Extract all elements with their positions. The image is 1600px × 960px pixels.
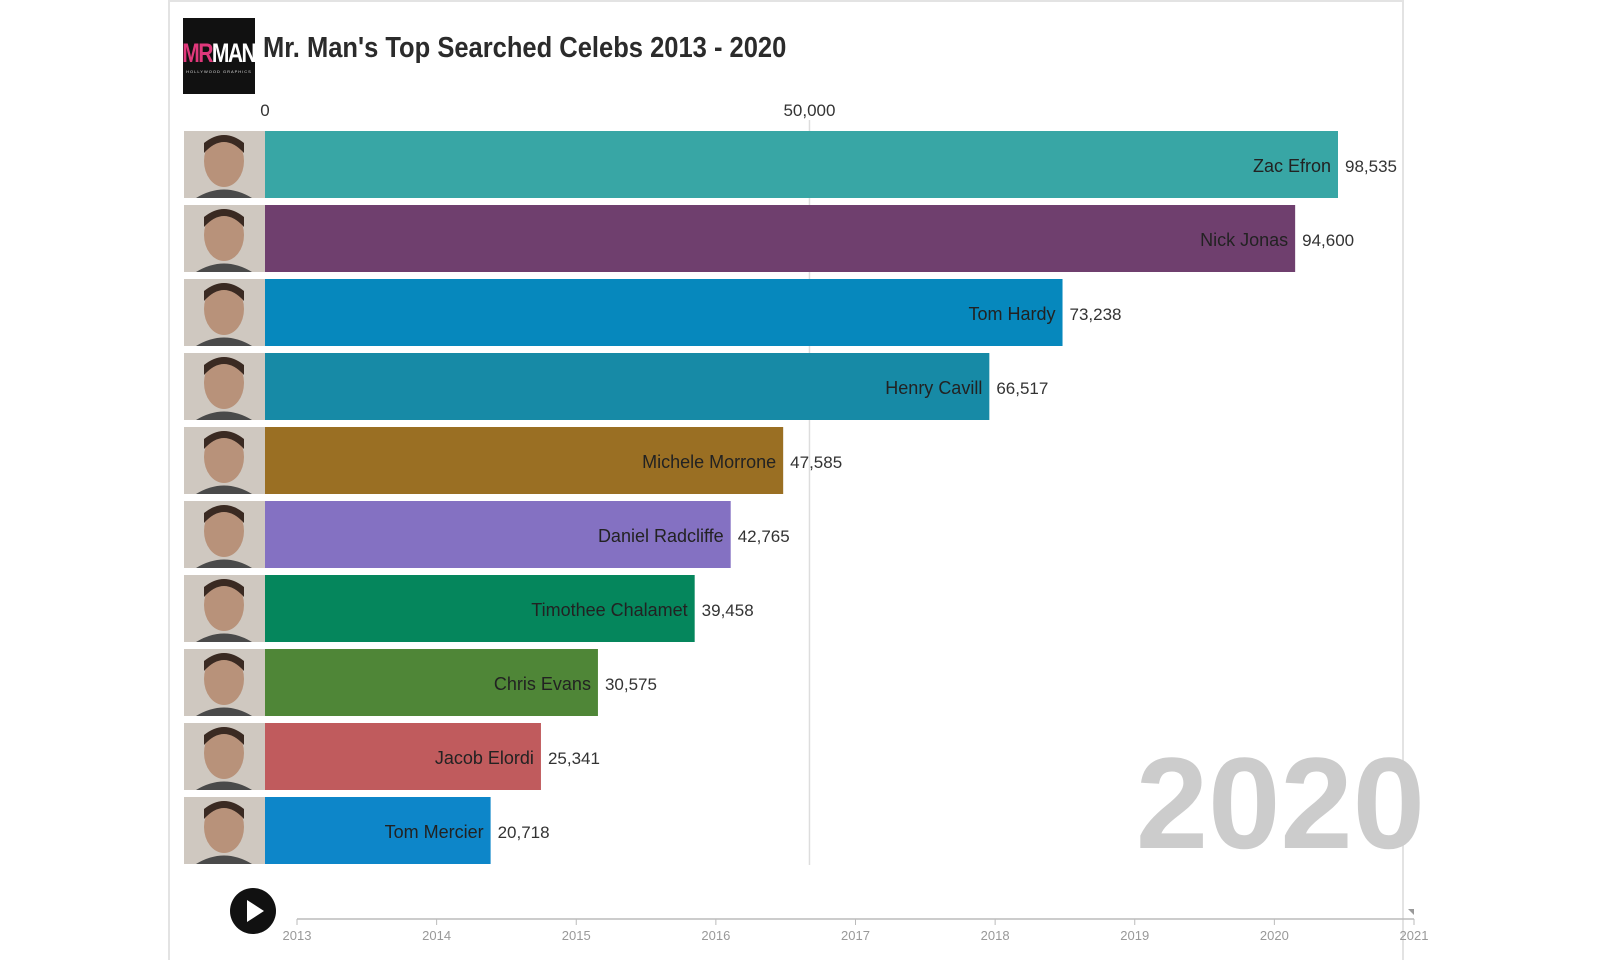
bar-chris-evans (265, 649, 598, 716)
bar-value-label: 42,765 (738, 527, 790, 546)
hair-silhouette (204, 431, 244, 449)
face-silhouette (204, 431, 244, 483)
face-silhouette (204, 579, 244, 631)
bar-nick-jonas (265, 205, 1296, 272)
avatar-8 (184, 723, 266, 790)
shoulders-silhouette (196, 189, 252, 198)
shoulders-silhouette (196, 485, 252, 494)
bar-value-label: 98,535 (1345, 157, 1397, 176)
bar-value-label: 20,718 (498, 823, 550, 842)
avatar-4 (184, 427, 266, 494)
logo-mr: MR (182, 37, 214, 68)
bar-value-label: 25,341 (548, 749, 600, 768)
timeline-year-label: 2021 (1400, 928, 1429, 943)
chart-title: Mr. Man's Top Searched Celebs 2013 - 202… (263, 32, 787, 64)
shoulders-silhouette (196, 559, 252, 568)
timeline-year-label: 2019 (1120, 928, 1149, 943)
avatar-2 (184, 279, 266, 346)
timeline-year-label: 2020 (1260, 928, 1289, 943)
bar-timothee-chalamet (265, 575, 695, 642)
hair-silhouette (204, 357, 244, 375)
bar-name-label: Jacob Elordi (435, 748, 534, 768)
x-tick-label: 0 (260, 101, 269, 120)
face-silhouette (204, 209, 244, 261)
shoulders-silhouette (196, 781, 252, 790)
bar-name-label: Michele Morrone (642, 452, 776, 472)
hair-silhouette (204, 505, 244, 523)
timeline-year-label: 2017 (841, 928, 870, 943)
bar-name-label: Nick Jonas (1200, 230, 1288, 250)
x-tick-label: 50,000 (783, 101, 835, 120)
bar-name-label: Zac Efron (1253, 156, 1331, 176)
shoulders-silhouette (196, 411, 252, 420)
bar-value-label: 47,585 (790, 453, 842, 472)
avatar-7 (184, 649, 266, 716)
timeline-year-label: 2014 (422, 928, 451, 943)
timeline-year-label: 2016 (701, 928, 730, 943)
avatar-3 (184, 353, 266, 420)
timeline-handle[interactable] (1408, 909, 1414, 915)
bar-tom-mercier (265, 797, 491, 864)
shoulders-silhouette (196, 633, 252, 642)
bar-jacob-elordi (265, 723, 541, 790)
bar-name-label: Chris Evans (494, 674, 591, 694)
hair-silhouette (204, 727, 244, 745)
current-year-label: 2020 (1136, 730, 1425, 876)
bar-name-label: Tom Hardy (968, 304, 1055, 324)
avatar-1 (184, 205, 266, 272)
hair-silhouette (204, 209, 244, 227)
bar-name-label: Tom Mercier (385, 822, 484, 842)
face-silhouette (204, 357, 244, 409)
bar-value-label: 39,458 (702, 601, 754, 620)
face-silhouette (204, 727, 244, 779)
face-silhouette (204, 135, 244, 187)
bar-value-label: 73,238 (1070, 305, 1122, 324)
bar-value-label: 66,517 (996, 379, 1048, 398)
logo-subtitle: HOLLYWOOD GRAPHICS (186, 68, 252, 74)
avatar-6 (184, 575, 266, 642)
bar-value-label: 94,600 (1302, 231, 1354, 250)
bar-name-label: Daniel Radcliffe (598, 526, 724, 546)
timeline-year-label: 2015 (562, 928, 591, 943)
bar-name-label: Timothee Chalamet (531, 600, 687, 620)
shoulders-silhouette (196, 337, 252, 346)
hair-silhouette (204, 579, 244, 597)
bar-henry-cavill (265, 353, 990, 420)
face-silhouette (204, 505, 244, 557)
chart-frame (168, 0, 1404, 960)
face-silhouette (204, 283, 244, 335)
logo-wordmark: MRMAN (182, 37, 257, 68)
bar-tom-hardy (265, 279, 1063, 346)
timeline-year-label: 2013 (283, 928, 312, 943)
face-silhouette (204, 801, 244, 853)
face-silhouette (204, 653, 244, 705)
play-button[interactable] (230, 888, 276, 934)
timeline-year-label: 2018 (981, 928, 1010, 943)
hair-silhouette (204, 801, 244, 819)
avatar-5 (184, 501, 266, 568)
hair-silhouette (204, 135, 244, 153)
shoulders-silhouette (196, 263, 252, 272)
bar-daniel-radcliffe (265, 501, 731, 568)
hair-silhouette (204, 283, 244, 301)
logo-man: MAN (212, 37, 257, 68)
bar-value-label: 30,575 (605, 675, 657, 694)
bar-michele-morrone (265, 427, 784, 494)
hair-silhouette (204, 653, 244, 671)
shoulders-silhouette (196, 855, 252, 864)
mrman-logo: MRMAN HOLLYWOOD GRAPHICS (182, 18, 257, 94)
avatar-0 (184, 131, 266, 198)
bar-name-label: Henry Cavill (885, 378, 982, 398)
bar-zac-efron (265, 131, 1338, 198)
shoulders-silhouette (196, 707, 252, 716)
avatar-9 (184, 797, 266, 864)
